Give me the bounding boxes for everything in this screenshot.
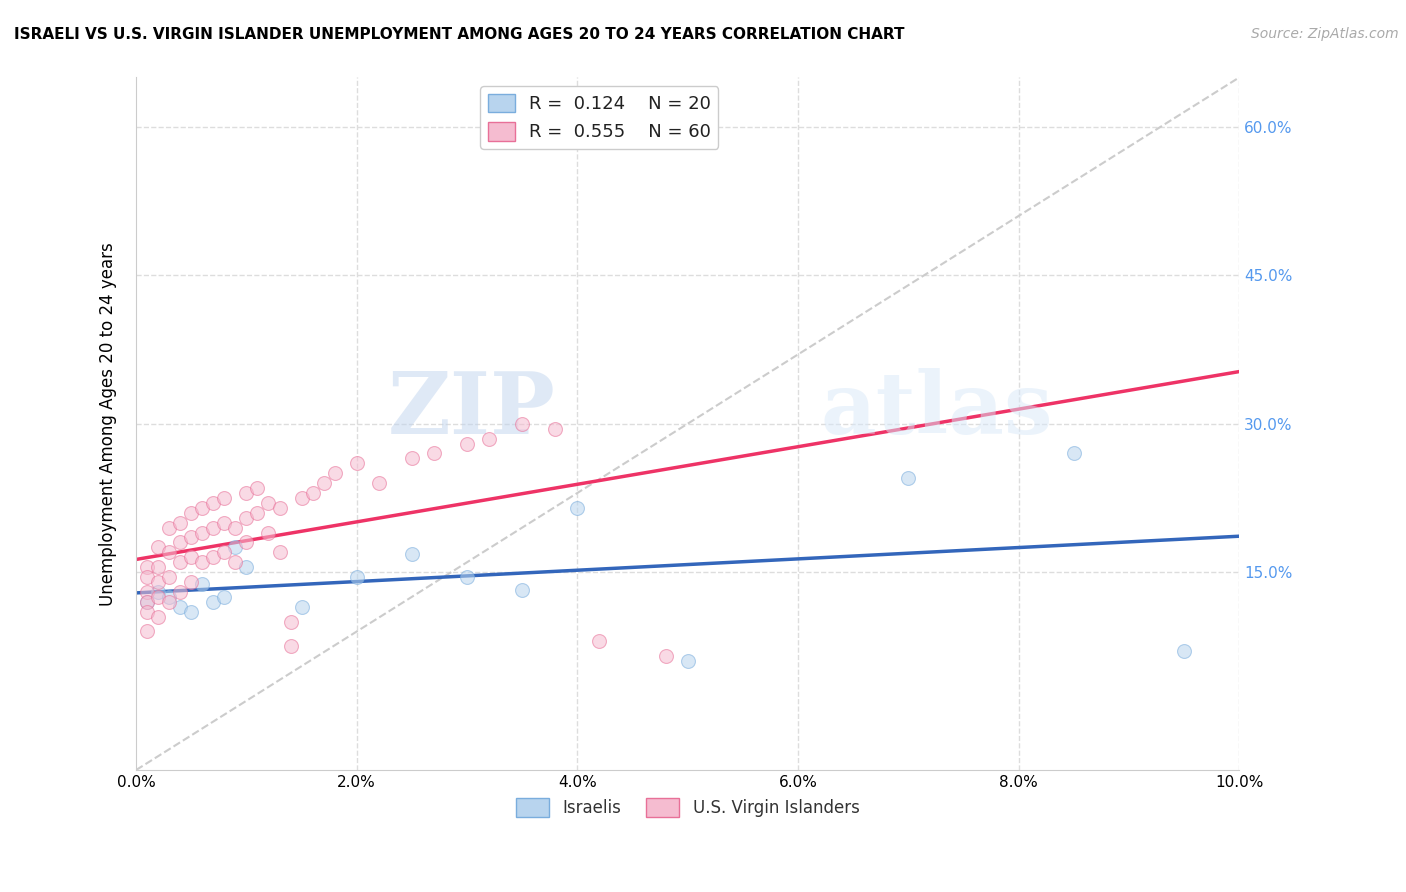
Point bbox=[346, 456, 368, 470]
Point bbox=[456, 570, 478, 584]
Point bbox=[224, 520, 246, 534]
Point bbox=[169, 599, 191, 614]
Point bbox=[257, 525, 280, 540]
Point bbox=[169, 535, 191, 549]
Point bbox=[269, 500, 291, 515]
Point bbox=[214, 545, 236, 559]
Point bbox=[1063, 446, 1085, 460]
Point bbox=[191, 577, 214, 591]
Point bbox=[280, 640, 302, 654]
Point bbox=[180, 550, 202, 565]
Point bbox=[146, 560, 169, 574]
Point bbox=[136, 624, 159, 639]
Point bbox=[312, 476, 335, 491]
Point bbox=[202, 595, 225, 609]
Point bbox=[136, 595, 159, 609]
Point bbox=[323, 466, 346, 480]
Point bbox=[1173, 644, 1195, 658]
Point bbox=[510, 582, 533, 597]
Point bbox=[224, 555, 246, 569]
Point bbox=[146, 609, 169, 624]
Point bbox=[401, 547, 423, 561]
Point bbox=[180, 574, 202, 589]
Point bbox=[180, 506, 202, 520]
Point bbox=[146, 590, 169, 604]
Point bbox=[367, 476, 389, 491]
Point bbox=[146, 585, 169, 599]
Legend: Israelis, U.S. Virgin Islanders: Israelis, U.S. Virgin Islanders bbox=[509, 791, 866, 824]
Point bbox=[136, 605, 159, 619]
Point bbox=[290, 599, 312, 614]
Point bbox=[169, 555, 191, 569]
Point bbox=[301, 486, 323, 500]
Point bbox=[235, 510, 257, 524]
Point bbox=[191, 500, 214, 515]
Point bbox=[269, 545, 291, 559]
Point bbox=[191, 525, 214, 540]
Point bbox=[246, 506, 269, 520]
Point bbox=[136, 560, 159, 574]
Point bbox=[456, 436, 478, 450]
Point bbox=[191, 555, 214, 569]
Point bbox=[401, 451, 423, 466]
Point bbox=[510, 417, 533, 431]
Point bbox=[180, 531, 202, 545]
Point bbox=[280, 615, 302, 629]
Point bbox=[202, 520, 225, 534]
Text: Source: ZipAtlas.com: Source: ZipAtlas.com bbox=[1251, 27, 1399, 41]
Point bbox=[180, 605, 202, 619]
Point bbox=[157, 545, 180, 559]
Point bbox=[676, 654, 699, 668]
Point bbox=[235, 486, 257, 500]
Point bbox=[235, 560, 257, 574]
Point bbox=[157, 595, 180, 609]
Y-axis label: Unemployment Among Ages 20 to 24 years: Unemployment Among Ages 20 to 24 years bbox=[100, 242, 117, 606]
Point bbox=[346, 570, 368, 584]
Point bbox=[235, 535, 257, 549]
Point bbox=[224, 541, 246, 555]
Point bbox=[146, 541, 169, 555]
Point bbox=[257, 496, 280, 510]
Text: ISRAELI VS U.S. VIRGIN ISLANDER UNEMPLOYMENT AMONG AGES 20 TO 24 YEARS CORRELATI: ISRAELI VS U.S. VIRGIN ISLANDER UNEMPLOY… bbox=[14, 27, 904, 42]
Point bbox=[654, 649, 676, 664]
Point bbox=[588, 634, 610, 648]
Point bbox=[136, 595, 159, 609]
Point bbox=[423, 446, 446, 460]
Point bbox=[136, 570, 159, 584]
Text: ZIP: ZIP bbox=[388, 368, 555, 452]
Point bbox=[157, 590, 180, 604]
Text: atlas: atlas bbox=[820, 368, 1053, 452]
Point bbox=[214, 491, 236, 505]
Point bbox=[157, 570, 180, 584]
Point bbox=[567, 500, 589, 515]
Point bbox=[157, 520, 180, 534]
Point bbox=[169, 585, 191, 599]
Point bbox=[169, 516, 191, 530]
Point bbox=[202, 496, 225, 510]
Point bbox=[214, 516, 236, 530]
Point bbox=[146, 574, 169, 589]
Point bbox=[544, 422, 567, 436]
Point bbox=[290, 491, 312, 505]
Point bbox=[136, 585, 159, 599]
Point bbox=[214, 590, 236, 604]
Point bbox=[246, 481, 269, 495]
Point bbox=[897, 471, 920, 485]
Point bbox=[202, 550, 225, 565]
Point bbox=[478, 432, 501, 446]
